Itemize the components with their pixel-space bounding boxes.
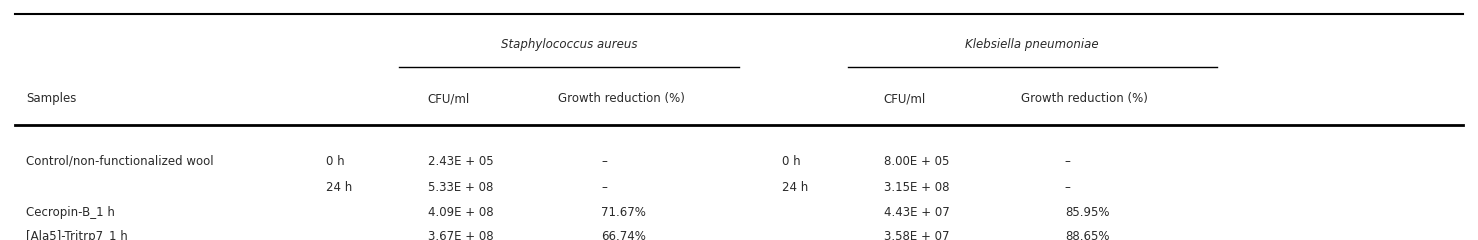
Text: Samples: Samples — [27, 92, 77, 105]
Text: 66.74%: 66.74% — [602, 230, 646, 240]
Text: 85.95%: 85.95% — [1064, 206, 1110, 219]
Text: CFU/ml: CFU/ml — [427, 92, 470, 105]
Text: 24 h: 24 h — [327, 181, 352, 194]
Text: –: – — [1064, 181, 1070, 194]
Text: Klebsiella pneumoniae: Klebsiella pneumoniae — [965, 38, 1100, 51]
Text: 88.65%: 88.65% — [1064, 230, 1110, 240]
Text: –: – — [1064, 155, 1070, 168]
Text: –: – — [602, 155, 607, 168]
Text: Cecropin-B_1 h: Cecropin-B_1 h — [27, 206, 115, 219]
Text: Growth reduction (%): Growth reduction (%) — [1021, 92, 1148, 105]
Text: [Ala5]-Tritrp7_1 h: [Ala5]-Tritrp7_1 h — [27, 230, 129, 240]
Text: 8.00E + 05: 8.00E + 05 — [884, 155, 949, 168]
Text: 0 h: 0 h — [327, 155, 344, 168]
Text: Staphylococcus aureus: Staphylococcus aureus — [501, 38, 637, 51]
Text: Growth reduction (%): Growth reduction (%) — [559, 92, 684, 105]
Text: 3.67E + 08: 3.67E + 08 — [427, 230, 494, 240]
Text: 2.43E + 05: 2.43E + 05 — [427, 155, 494, 168]
Text: 24 h: 24 h — [782, 181, 808, 194]
Text: 4.43E + 07: 4.43E + 07 — [884, 206, 949, 219]
Text: 3.15E + 08: 3.15E + 08 — [884, 181, 949, 194]
Text: 0 h: 0 h — [782, 155, 801, 168]
Text: 5.33E + 08: 5.33E + 08 — [427, 181, 494, 194]
Text: 4.09E + 08: 4.09E + 08 — [427, 206, 494, 219]
Text: –: – — [602, 181, 607, 194]
Text: CFU/ml: CFU/ml — [884, 92, 927, 105]
Text: 3.58E + 07: 3.58E + 07 — [884, 230, 949, 240]
Text: 71.67%: 71.67% — [602, 206, 646, 219]
Text: Control/non-functionalized wool: Control/non-functionalized wool — [27, 155, 214, 168]
